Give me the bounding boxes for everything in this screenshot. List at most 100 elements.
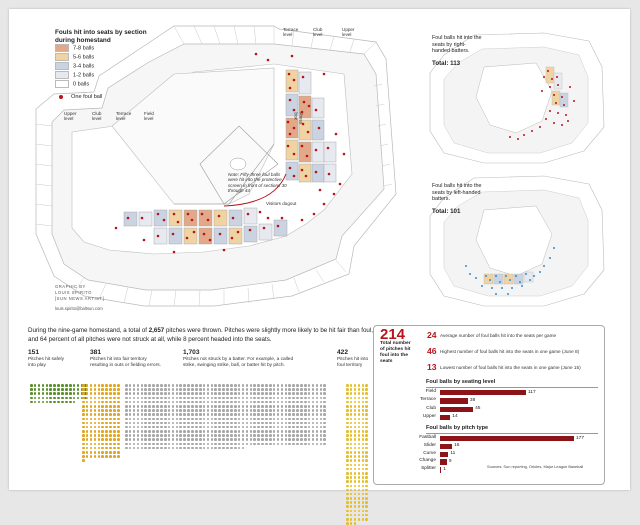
pitch-dot [226, 442, 229, 446]
pitch-dot [284, 417, 288, 421]
pitch-dot [93, 446, 97, 450]
pitch-dot [257, 417, 260, 421]
pitch-dot [276, 388, 280, 391]
pitch-dot [41, 388, 45, 391]
pitch-dot [253, 388, 256, 391]
credit-email: louis.spirito@baltsun.com [55, 306, 103, 311]
pitch-dot [303, 421, 307, 425]
pitch-dot [280, 388, 284, 391]
pitch-dot [222, 430, 225, 433]
pitch-dot [113, 442, 116, 446]
pitch-dot [276, 413, 280, 416]
pitch-dot [82, 404, 85, 408]
pitch-dot [195, 417, 198, 421]
pitch-dot [361, 438, 365, 442]
pitch-dot [93, 421, 97, 425]
pitch-dot [265, 384, 268, 387]
pitch-dot [171, 421, 175, 425]
pitch-dot [187, 388, 190, 391]
pitch-dot [272, 430, 276, 433]
category-number: 381 [90, 349, 102, 356]
pitch-dot [183, 400, 186, 404]
pitch-dot [226, 417, 229, 421]
pitch-dot [167, 446, 171, 450]
bar-label: Splitter [421, 466, 436, 472]
pitch-dot [257, 421, 260, 425]
pitch-dot [198, 442, 202, 446]
pitch-dot [93, 392, 97, 395]
pitch-dot [97, 421, 101, 425]
pitch-dot [202, 392, 206, 395]
total-foul-text: Total number of pitches hit foul into th… [380, 341, 411, 364]
pitch-dot [241, 392, 245, 395]
pitch-dot [284, 413, 288, 416]
pitch-dot [311, 396, 315, 400]
pitch-dot [80, 388, 84, 391]
pitch-dot [195, 388, 198, 391]
pitch-dot [85, 455, 89, 458]
pitch-dot [353, 425, 357, 429]
pitch-dot [210, 425, 214, 429]
pitch-dot [261, 425, 264, 429]
pitch-dot [319, 417, 323, 421]
pitch-dot [311, 404, 315, 408]
pitch-dot [152, 438, 155, 442]
pitch-dot [265, 421, 268, 425]
pitch-dot [303, 417, 307, 421]
pitch-dot [353, 476, 357, 479]
pitch-dot [237, 404, 241, 408]
pitch-dot [249, 409, 253, 412]
pitch-dot [241, 438, 245, 442]
pitch-dot [365, 388, 369, 391]
pitch-dot [280, 396, 284, 400]
pitch-dot [292, 425, 295, 429]
pitch-dot [82, 442, 85, 446]
pitch-dot [241, 425, 245, 429]
pitch-dot [140, 442, 144, 446]
pitch-dot [357, 413, 361, 416]
pitch-dot [97, 384, 101, 387]
pitch-dot [93, 388, 97, 391]
pitch-dot [93, 413, 97, 416]
pitch-dot [288, 421, 291, 425]
pitch-dot [357, 497, 361, 500]
pitch-dot [257, 442, 260, 446]
pitch-dot [353, 518, 357, 521]
pitch-dot [284, 442, 288, 446]
pitch-dot [353, 451, 357, 454]
pitch-dot [156, 392, 159, 395]
pitch-dot [179, 434, 183, 437]
pitch-dot [171, 417, 175, 421]
pitch-dot [93, 404, 97, 408]
pitch-dot [226, 384, 229, 387]
pitch-dot [233, 400, 237, 404]
pitch-dot [117, 425, 120, 429]
pitch-dot [323, 425, 327, 429]
pitch-dot [30, 384, 33, 387]
pitch-dot [163, 421, 167, 425]
pitch-dot [276, 425, 280, 429]
pitch-dot [109, 404, 112, 408]
pitch-dot [349, 400, 353, 404]
pitch-dot [140, 384, 144, 387]
pitch-dot [61, 392, 64, 395]
pitch-dot [323, 404, 327, 408]
pitch-dot [265, 442, 268, 446]
pitch-dot [167, 400, 171, 404]
pitch-dot [357, 467, 361, 471]
pitch-dot [117, 434, 120, 437]
pitch-dot [53, 396, 56, 400]
pitch-dot [237, 438, 241, 442]
pitch-dot [357, 518, 361, 521]
pitch-dot [117, 384, 120, 387]
pitch-dot [167, 384, 171, 387]
pitch-dot [167, 434, 171, 437]
pitch-dot [101, 451, 105, 454]
pitch-dot [268, 417, 272, 421]
pitch-dot [198, 384, 202, 387]
pitch-dot [307, 438, 311, 442]
pitch-dot [253, 421, 256, 425]
pitch-dot [187, 396, 190, 400]
pitch-dot [300, 404, 303, 408]
credit-line: [SUN NEWS ARTIST] [55, 296, 105, 301]
